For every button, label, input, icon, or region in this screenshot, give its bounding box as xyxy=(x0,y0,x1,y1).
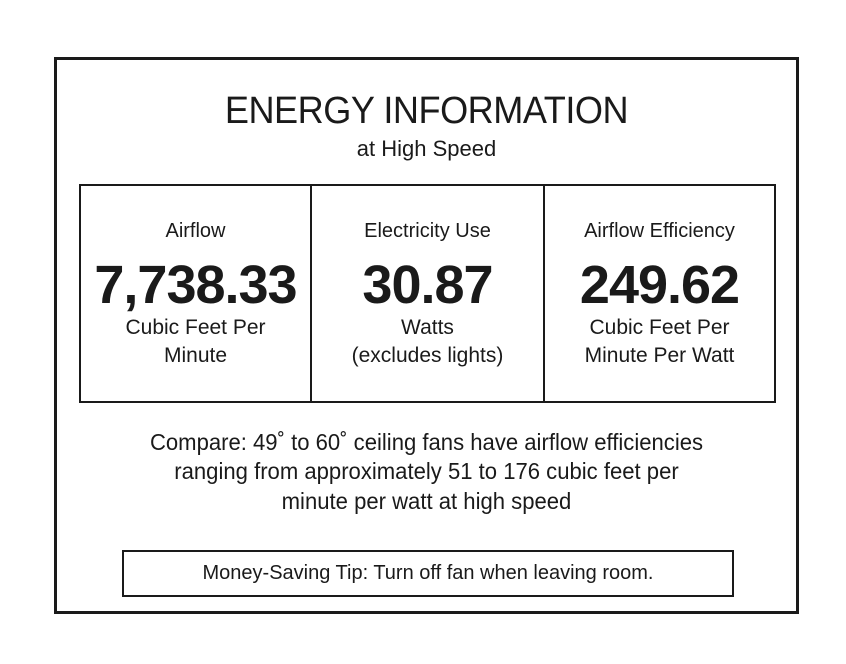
cell-label: Airflow xyxy=(165,220,226,242)
compare-text: Compare: 49˚ to 60˚ ceiling fans have ai… xyxy=(149,429,704,455)
cell-unit: Cubic Feet Per xyxy=(589,316,730,339)
cell-label: Electricity Use xyxy=(364,220,491,242)
tip-text: Money-Saving Tip: Turn off fan when leav… xyxy=(202,562,654,584)
money-saving-tip: Money-Saving Tip: Turn off fan when leav… xyxy=(122,550,734,597)
cell-unit: Minute Per Watt xyxy=(584,344,735,367)
airflow-efficiency-cell: Airflow Efficiency 249.62 Cubic Feet Per… xyxy=(543,186,774,401)
compare-text: ranging from approximately 51 to 176 cub… xyxy=(174,458,679,484)
cell-value: 7,738.33 xyxy=(94,255,297,315)
electricity-use-cell: Electricity Use 30.87 Watts (excludes li… xyxy=(310,186,543,401)
label-subtitle: at High Speed xyxy=(356,136,497,161)
cell-unit: Watts xyxy=(401,316,454,339)
airflow-cell: Airflow 7,738.33 Cubic Feet Per Minute xyxy=(81,186,310,401)
cell-value: 30.87 xyxy=(362,255,493,315)
compare-text: minute per watt at high speed xyxy=(281,488,572,514)
cell-unit: (excludes lights) xyxy=(351,344,504,367)
cell-unit: Cubic Feet Per xyxy=(125,316,266,339)
cell-value: 249.62 xyxy=(579,255,740,315)
label-title: ENERGY INFORMATION xyxy=(224,90,629,132)
cell-label: Airflow Efficiency xyxy=(584,220,735,242)
metrics-table: Airflow 7,738.33 Cubic Feet Per Minute E… xyxy=(79,184,776,403)
energy-label: ENERGY INFORMATION at High Speed Airflow… xyxy=(54,57,799,614)
cell-unit: Minute xyxy=(163,344,228,367)
